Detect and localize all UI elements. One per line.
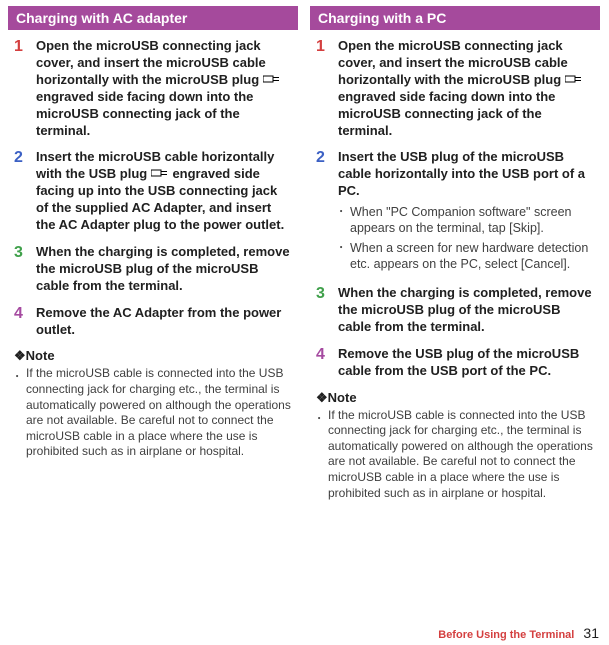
step-number: 4: [316, 346, 338, 380]
bullet-icon: ･: [316, 408, 328, 502]
right-note-body: ･ If the microUSB cable is connected int…: [310, 408, 600, 502]
step-number: 1: [316, 38, 338, 139]
right-step-4: 4 Remove the USB plug of the microUSB ca…: [310, 344, 600, 388]
bullet-icon: ･: [14, 366, 26, 460]
left-note-head: ❖Note: [8, 346, 298, 366]
step-title: Remove the USB plug of the microUSB cabl…: [338, 346, 594, 380]
note-text: If the microUSB cable is connected into …: [328, 408, 594, 502]
left-heading: Charging with AC adapter: [8, 6, 298, 30]
plug-icon: [565, 72, 583, 89]
plug-icon: [263, 72, 281, 89]
plug-icon: [151, 166, 169, 183]
step-number: 2: [316, 149, 338, 275]
step-title: Open the microUSB connecting jack cover,…: [338, 38, 594, 139]
right-column: Charging with a PC 1 Open the microUSB c…: [310, 6, 600, 501]
left-step-3: 3 When the charging is completed, remove…: [8, 242, 298, 303]
left-step-1: 1 Open the microUSB connecting jack cove…: [8, 36, 298, 147]
note-text: If the microUSB cable is connected into …: [26, 366, 292, 460]
right-heading: Charging with a PC: [310, 6, 600, 30]
step-title: When the charging is completed, remove t…: [338, 285, 594, 336]
step-title: When the charging is completed, remove t…: [36, 244, 292, 295]
right-step-1: 1 Open the microUSB connecting jack cove…: [310, 36, 600, 147]
left-step-4: 4 Remove the AC Adapter from the power o…: [8, 303, 298, 347]
left-note-body: ･ If the microUSB cable is connected int…: [8, 366, 298, 460]
step-number: 4: [14, 305, 36, 339]
sub-text: When a screen for new hardware detection…: [350, 240, 594, 273]
left-step-2: 2 Insert the microUSB cable horizontally…: [8, 147, 298, 242]
right-note-head: ❖Note: [310, 388, 600, 408]
step-title: Insert the USB plug of the microUSB cabl…: [338, 149, 594, 200]
step-title: Remove the AC Adapter from the power out…: [36, 305, 292, 339]
right-step-3: 3 When the charging is completed, remove…: [310, 283, 600, 344]
step-number: 2: [14, 149, 36, 234]
sub-item: ･ When a screen for new hardware detecti…: [338, 240, 594, 273]
step-number: 3: [14, 244, 36, 295]
right-step-2: 2 Insert the USB plug of the microUSB ca…: [310, 147, 600, 283]
page-footer: Before Using the Terminal 31: [438, 625, 599, 641]
sub-item: ･ When "PC Companion software" screen ap…: [338, 204, 594, 237]
left-column: Charging with AC adapter 1 Open the micr…: [8, 6, 298, 501]
footer-label: Before Using the Terminal: [438, 629, 574, 641]
step-number: 1: [14, 38, 36, 139]
step-title: Insert the microUSB cable horizontally w…: [36, 149, 292, 234]
bullet-icon: ･: [338, 240, 350, 273]
sub-text: When "PC Companion software" screen appe…: [350, 204, 594, 237]
bullet-icon: ･: [338, 204, 350, 237]
footer-page-number: 31: [583, 625, 599, 641]
step-number: 3: [316, 285, 338, 336]
step-title: Open the microUSB connecting jack cover,…: [36, 38, 292, 139]
